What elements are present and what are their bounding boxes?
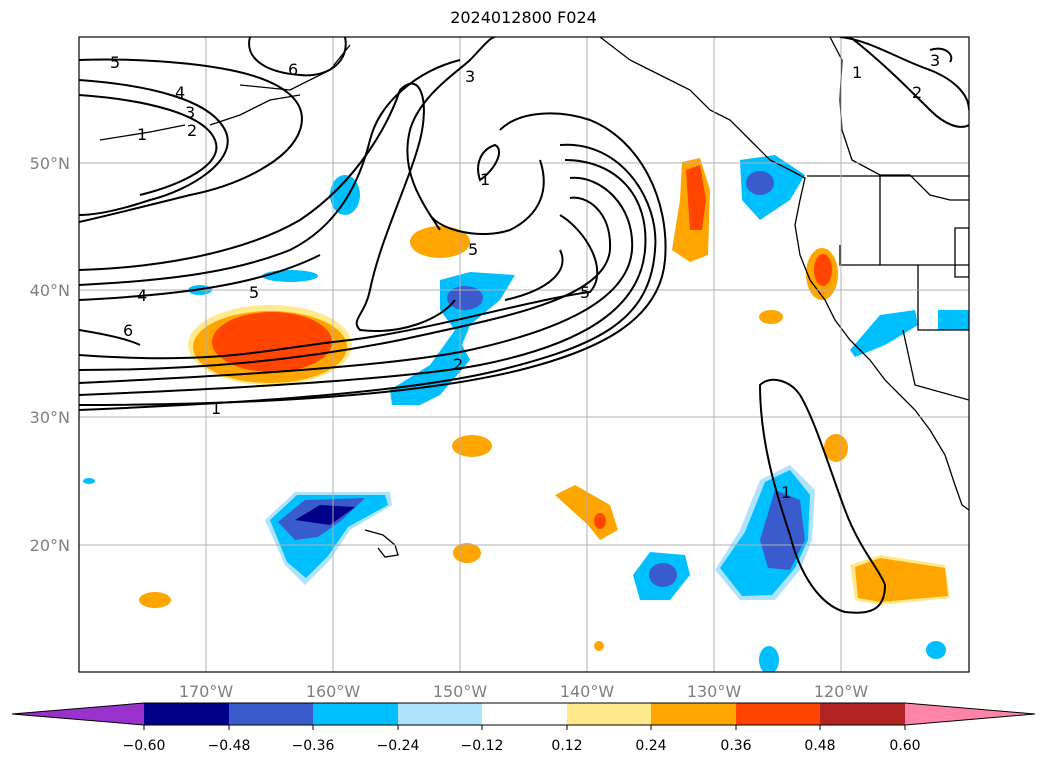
contour-lines (79, 37, 969, 614)
contour-label: 3 (465, 67, 475, 86)
contour-label: 4 (137, 286, 147, 305)
colorbar-segment (144, 703, 229, 725)
contour-label: 1 (781, 483, 791, 502)
contour-label: 4 (175, 83, 185, 102)
colorbar-tick-label: 0.48 (804, 738, 835, 754)
contour-label: 5 (580, 283, 590, 302)
lat-tick-label: 30°N (30, 408, 70, 427)
colorbar: −0.60 −0.48 −0.36 −0.24 −0.12 0.12 0.24 … (11, 702, 1036, 754)
lon-tick-label: 160°W (306, 682, 361, 701)
colorbar-segment (229, 703, 313, 725)
colorbar-tick-label: −0.12 (461, 738, 504, 754)
contour-label: 3 (930, 51, 940, 70)
lon-tick-label: 120°W (814, 682, 869, 701)
colorbar-tick-label: 0.12 (551, 738, 582, 754)
lat-tick-label: 20°N (30, 536, 70, 555)
contour-label: 1 (211, 399, 221, 418)
colorbar-segment (398, 703, 482, 725)
contour-label: 5 (468, 240, 478, 259)
contour-label: 3 (185, 103, 195, 122)
colorbar-tick-label: 0.60 (889, 738, 920, 754)
contour-label: 2 (187, 121, 197, 140)
contour-label: 2 (912, 83, 922, 102)
contour-label: 6 (288, 60, 298, 79)
map-frame (78, 36, 970, 673)
lon-tick-label: 170°W (179, 682, 234, 701)
contour-label: 5 (249, 283, 259, 302)
map-plot-area: 5 4 3 2 1 6 3 1 5 4 5 6 2 1 5 1 2 3 1 (79, 37, 969, 672)
contour-label: 1 (137, 125, 147, 144)
shaded-anomalies (83, 155, 969, 672)
lon-tick-label: 150°W (433, 682, 488, 701)
colorbar-tick-label: −0.36 (292, 738, 335, 754)
lon-tick-label: 130°W (687, 682, 742, 701)
colorbar-extend-low (12, 703, 144, 725)
colorbar-segment (820, 703, 905, 725)
colorbar-tick-label: −0.48 (208, 738, 251, 754)
lat-tick-label: 50°N (30, 154, 70, 173)
colorbar-tick-label: 0.24 (635, 738, 666, 754)
colorbar-segment (482, 703, 567, 725)
contour-label: 5 (110, 53, 120, 72)
contour-label: 6 (123, 321, 133, 340)
contour-label: 1 (852, 63, 862, 82)
lon-tick-labels: 170°W 160°W 150°W 140°W 130°W 120°W (179, 682, 869, 701)
lat-tick-label: 40°N (30, 281, 70, 300)
contour-labels: 5 4 3 2 1 6 3 1 5 4 5 6 2 1 5 1 2 3 1 (110, 51, 940, 502)
lon-tick-label: 140°W (560, 682, 615, 701)
colorbar-tick-label: −0.24 (377, 738, 420, 754)
colorbar-extend-high (905, 703, 1035, 725)
colorbar-segment (736, 703, 820, 725)
map-title: 2024012800 F024 (450, 8, 597, 27)
colorbar-tick-label: 0.36 (720, 738, 751, 754)
gridlines (79, 37, 969, 672)
lat-tick-labels: 50°N 40°N 30°N 20°N (30, 154, 70, 555)
contour-label: 2 (453, 355, 463, 374)
colorbar-tick-label: −0.60 (123, 738, 166, 754)
colorbar-segment (313, 703, 398, 725)
contour-label: 1 (480, 170, 490, 189)
colorbar-segment (567, 703, 651, 725)
colorbar-segment (651, 703, 736, 725)
